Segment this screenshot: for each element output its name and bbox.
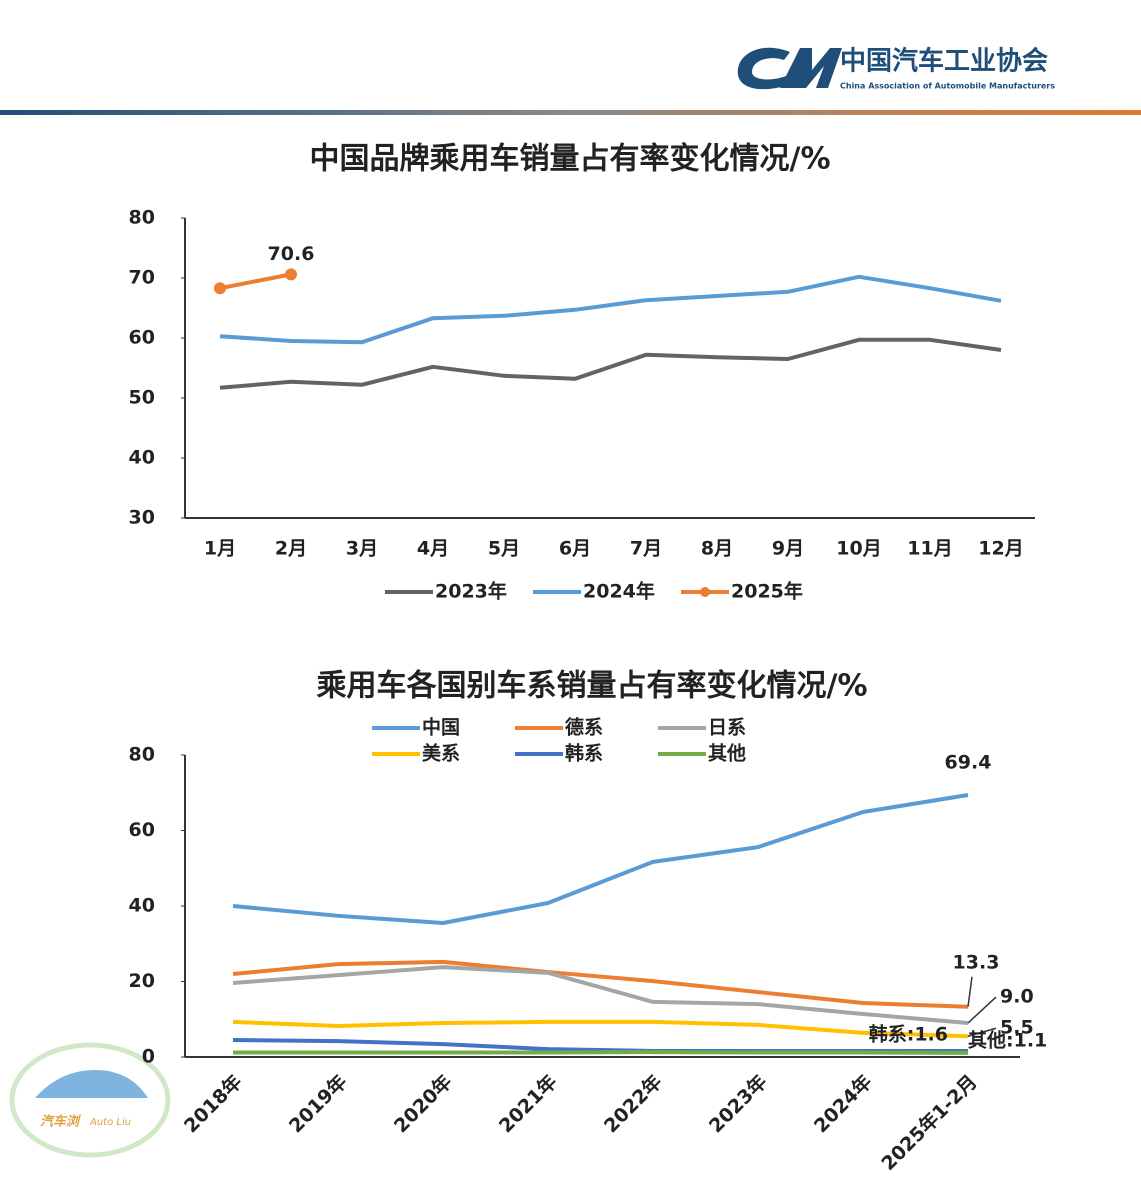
brand-logo: 汽车浏 Auto Liu bbox=[9, 1042, 171, 1158]
x-tick-label: 9月 bbox=[772, 538, 804, 560]
y-tick-label: 40 bbox=[129, 447, 155, 469]
x-tick-label: 5月 bbox=[488, 538, 520, 560]
y-tick-label: 20 bbox=[129, 970, 155, 992]
x-tick-label: 2月 bbox=[275, 538, 307, 560]
x-tick-label: 6月 bbox=[559, 538, 591, 560]
legend-label: 中国 bbox=[422, 716, 460, 739]
brand-name: 汽车浏 bbox=[40, 1114, 82, 1130]
org-name: 中国汽车工业协会 bbox=[840, 46, 1048, 77]
x-tick-label: 2023年 bbox=[704, 1070, 771, 1137]
y-tick-label: 30 bbox=[129, 507, 155, 529]
chart-title: 乘用车各国别车系销量占有率变化情况/% bbox=[316, 669, 867, 704]
legend-label: 2024年 bbox=[583, 580, 655, 603]
point-marker bbox=[285, 268, 297, 281]
y-tick-label: 0 bbox=[142, 1046, 155, 1068]
x-tick-label: 12月 bbox=[978, 538, 1023, 560]
series-line bbox=[232, 1019, 969, 1039]
org-name-en: China Association of Automobile Manufact… bbox=[840, 82, 1055, 91]
series-line bbox=[233, 1050, 969, 1055]
value-label: 5.5 bbox=[1000, 1017, 1034, 1039]
x-tick-label: 2021年 bbox=[494, 1070, 561, 1137]
series-line bbox=[232, 965, 969, 1026]
x-tick-label: 1月 bbox=[204, 538, 236, 560]
header-rule bbox=[0, 110, 1141, 115]
x-tick-label: 2024年 bbox=[809, 1070, 876, 1137]
value-label: 其他:1.1 bbox=[968, 1028, 1047, 1051]
legend-label: 其他 bbox=[708, 742, 746, 765]
y-tick-label: 50 bbox=[129, 387, 155, 409]
leader bbox=[967, 1027, 997, 1037]
legend-label: 2025年 bbox=[731, 580, 803, 603]
value-label: 69.4 bbox=[945, 752, 992, 774]
y-tick-label: 80 bbox=[129, 744, 155, 766]
leader bbox=[967, 996, 997, 1024]
series-line bbox=[232, 959, 969, 1009]
legend-label: 德系 bbox=[565, 716, 603, 739]
series-line bbox=[232, 1038, 968, 1053]
x-tick-label: 2025年1-2月 bbox=[877, 1070, 982, 1175]
chart-title: 中国品牌乘用车销量占有率变化情况/% bbox=[309, 142, 830, 177]
legend-label: 美系 bbox=[422, 742, 460, 765]
y-tick-label: 70 bbox=[129, 267, 155, 289]
x-tick-label: 11月 bbox=[907, 538, 952, 560]
x-tick-label: 7月 bbox=[630, 538, 662, 560]
legend-label: 2023年 bbox=[435, 580, 507, 603]
series-line bbox=[219, 274, 1002, 345]
y-tick-label: 60 bbox=[129, 819, 155, 841]
x-tick-label: 8月 bbox=[701, 538, 733, 560]
x-tick-label: 4月 bbox=[417, 538, 449, 560]
y-tick-label: 40 bbox=[129, 895, 155, 917]
logo-mark bbox=[737, 47, 842, 90]
x-tick-label: 2020年 bbox=[389, 1070, 456, 1137]
legend-marker bbox=[700, 587, 710, 597]
value-label: 9.0 bbox=[1000, 986, 1034, 1008]
x-tick-label: 10月 bbox=[836, 538, 881, 560]
value-label: 13.3 bbox=[953, 951, 1000, 973]
series-line bbox=[219, 337, 1002, 390]
value-label: 70.6 bbox=[268, 243, 315, 265]
x-tick-label: 3月 bbox=[346, 538, 378, 560]
x-tick-label: 2019年 bbox=[284, 1070, 351, 1137]
legend-label: 日系 bbox=[708, 717, 746, 739]
y-tick-label: 60 bbox=[129, 327, 155, 349]
point-marker bbox=[214, 282, 226, 295]
x-tick-label: 2018年 bbox=[179, 1070, 246, 1137]
x-tick-label: 2022年 bbox=[599, 1070, 666, 1137]
y-tick-label: 80 bbox=[129, 207, 155, 229]
series-line bbox=[219, 272, 292, 291]
brand-name-en: Auto Liu bbox=[89, 1117, 131, 1128]
legend-label: 韩系 bbox=[565, 742, 603, 765]
value-label: 韩系:1.6 bbox=[869, 1022, 948, 1045]
series-line bbox=[232, 793, 969, 925]
leader bbox=[967, 976, 973, 1007]
